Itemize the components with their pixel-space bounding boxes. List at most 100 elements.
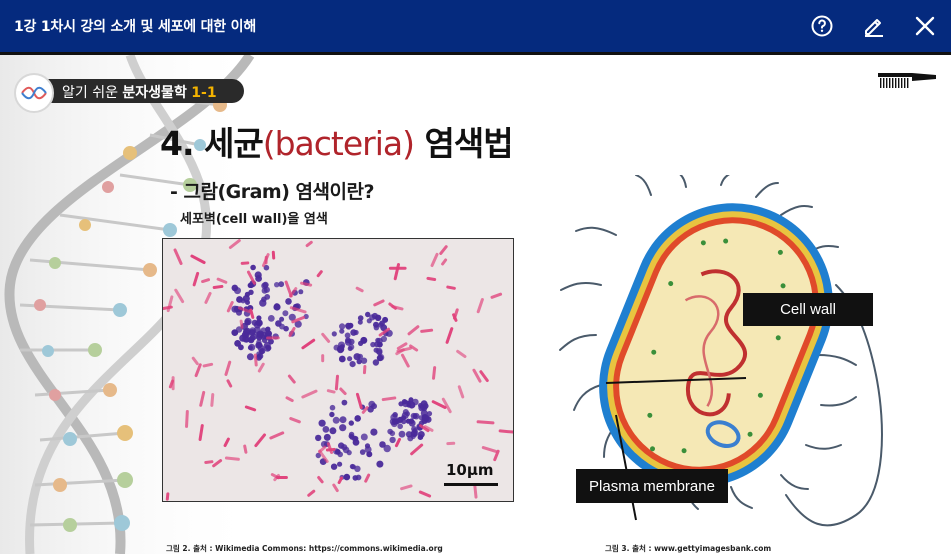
gram-positive-coccus xyxy=(257,342,263,348)
gram-negative-rod xyxy=(332,483,339,493)
gram-positive-coccus xyxy=(344,338,352,346)
gram-negative-rod xyxy=(226,379,233,388)
gram-positive-coccus xyxy=(422,414,430,422)
gram-positive-coccus xyxy=(329,427,337,435)
gram-positive-coccus xyxy=(243,336,250,343)
gram-negative-rod xyxy=(388,302,397,310)
gram-positive-coccus xyxy=(244,332,250,338)
gram-negative-rod xyxy=(163,305,173,311)
gram-positive-coccus xyxy=(231,305,239,313)
gram-negative-rod xyxy=(224,456,240,461)
gram-negative-rod xyxy=(381,396,397,402)
gram-positive-coccus xyxy=(359,449,366,455)
gram-positive-coccus xyxy=(255,275,262,282)
window-title: 1강 1차시 강의 소개 및 세포에 대한 이해 xyxy=(14,19,256,35)
gram-negative-rod xyxy=(410,443,424,456)
gram-positive-coccus xyxy=(250,333,258,340)
gram-positive-coccus xyxy=(259,299,267,307)
gram-positive-coccus xyxy=(242,295,250,303)
slide-subheading: - 그람(Gram) 염색이란? xyxy=(170,181,374,203)
gram-negative-rod xyxy=(243,444,248,454)
gram-negative-rod xyxy=(204,460,214,464)
gram-negative-rod xyxy=(289,417,301,424)
gram-positive-coccus xyxy=(349,434,355,440)
gram-positive-coccus xyxy=(322,426,330,433)
gram-negative-rod xyxy=(321,354,325,363)
gram-positive-coccus xyxy=(418,431,425,438)
edit-button[interactable] xyxy=(861,12,887,40)
gram-positive-coccus xyxy=(255,331,261,337)
lecture-slide: 알기 쉬운 분자생물학 1-1 4. 세균(bacteria) 염색법 - 그람… xyxy=(0,55,951,554)
gram-positive-coccus xyxy=(249,327,257,335)
gram-positive-coccus xyxy=(320,440,328,448)
help-button[interactable] xyxy=(809,12,835,40)
gram-negative-rod xyxy=(420,328,434,333)
gram-positive-coccus xyxy=(398,401,404,407)
gram-negative-rod xyxy=(266,336,280,340)
gram-negative-rod xyxy=(192,271,200,287)
gram-negative-rod xyxy=(273,473,280,482)
label-plasma-membrane: Plasma membrane xyxy=(576,469,728,503)
gram-negative-rod xyxy=(301,338,316,350)
gram-negative-rod xyxy=(419,424,430,433)
gram-positive-coccus xyxy=(337,346,344,354)
gram-positive-coccus xyxy=(255,320,261,326)
gram-positive-coccus xyxy=(285,298,292,305)
gram-positive-coccus xyxy=(283,325,289,332)
gram-positive-coccus xyxy=(331,331,337,337)
scale-label: 10μm xyxy=(446,461,494,479)
gram-positive-coccus xyxy=(400,418,407,425)
course-brand: 알기 쉬운 분자생물학 1-1 xyxy=(14,73,244,113)
gram-positive-coccus xyxy=(410,433,416,439)
gram-positive-coccus xyxy=(244,319,250,325)
gram-positive-coccus xyxy=(405,411,410,417)
gram-positive-coccus xyxy=(389,436,396,444)
gram-positive-coccus xyxy=(339,323,346,330)
gram-negative-rod xyxy=(430,252,439,268)
gram-positive-coccus xyxy=(274,303,280,309)
gram-positive-coccus xyxy=(298,289,304,295)
gram-positive-coccus xyxy=(350,464,356,470)
gram-negative-rod xyxy=(355,286,364,293)
gram-negative-rod xyxy=(246,270,256,285)
gram-negative-rod xyxy=(432,366,437,380)
gram-positive-coccus xyxy=(375,347,383,355)
gram-positive-coccus xyxy=(364,446,372,453)
gram-positive-coccus xyxy=(261,287,268,294)
gram-negative-rod xyxy=(173,248,183,266)
gram-positive-coccus xyxy=(231,284,239,292)
gram-positive-coccus xyxy=(348,420,354,426)
gram-positive-coccus xyxy=(344,332,351,339)
gram-negative-rod xyxy=(481,446,498,453)
gram-negative-rod xyxy=(493,449,500,462)
gram-positive-coccus xyxy=(264,326,271,333)
gram-negative-rod xyxy=(400,353,410,368)
gram-negative-rod xyxy=(426,276,437,281)
gram-positive-coccus xyxy=(282,310,289,317)
close-icon xyxy=(915,16,935,36)
gram-positive-coccus xyxy=(279,316,285,322)
gram-negative-rod xyxy=(476,420,495,425)
gram-negative-rod xyxy=(301,389,318,399)
gram-positive-coccus xyxy=(250,264,256,271)
gram-negative-rod xyxy=(239,319,244,329)
course-name: 알기 쉬운 분자생물학 1-1 xyxy=(62,82,217,102)
gram-positive-coccus xyxy=(412,413,418,419)
gram-positive-coccus xyxy=(315,434,322,442)
gram-negative-rod xyxy=(228,239,241,249)
gram-negative-rod xyxy=(223,437,230,448)
gram-positive-coccus xyxy=(315,452,321,459)
gram-positive-coccus xyxy=(329,404,336,411)
gram-negative-rod xyxy=(321,332,331,343)
gram-negative-rod xyxy=(201,278,211,284)
gram-positive-coccus xyxy=(347,346,353,352)
help-circle-icon xyxy=(811,15,833,37)
close-button[interactable] xyxy=(912,12,938,40)
gram-positive-coccus xyxy=(278,281,285,288)
gram-negative-rod xyxy=(473,483,478,499)
gram-positive-coccus xyxy=(353,353,361,361)
gram-negative-rod xyxy=(168,379,175,389)
gram-negative-rod xyxy=(287,374,296,384)
gram-negative-rod xyxy=(271,250,276,260)
gram-negative-rod xyxy=(378,327,391,337)
